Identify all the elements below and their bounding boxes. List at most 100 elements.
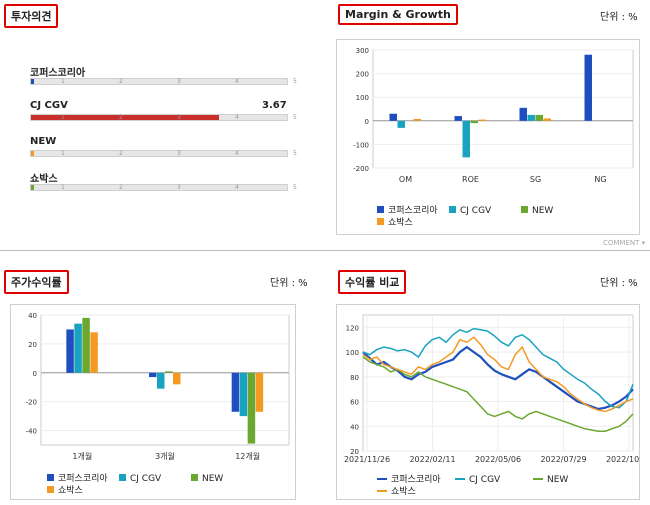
bar <box>255 372 264 412</box>
opinion-fill <box>31 185 34 190</box>
opinion-tick: 4 <box>235 114 239 121</box>
comment-link[interactable]: COMMENT ▾ <box>603 239 646 247</box>
x-tick-label: 2022/02/11 <box>409 455 455 464</box>
x-tick-label: 12개월 <box>235 451 260 461</box>
opinion-tick: 2 <box>119 184 123 191</box>
bar <box>74 323 82 373</box>
legend-swatch <box>191 474 198 481</box>
y-tick-label: -40 <box>26 428 37 436</box>
legend-swatch <box>521 206 528 213</box>
x-tick-label: NG <box>594 175 606 184</box>
series-line <box>362 336 634 413</box>
bar <box>535 114 543 121</box>
y-tick-label: 80 <box>350 374 359 382</box>
bar <box>173 372 181 385</box>
y-tick-label: 100 <box>356 94 369 102</box>
opinion-track: 1 2 3 4 5 <box>30 150 297 157</box>
x-tick-label: 2022/05/06 <box>475 455 521 464</box>
returns-chart-panel: 20 40 60 80 100 120 2021/11/26 2022/02/11 2022/0… <box>336 304 650 500</box>
opinion-fill <box>31 79 34 84</box>
legend-label: CJ CGV <box>469 475 501 485</box>
price-unit: 단위 : % <box>270 278 308 289</box>
legend-swatch <box>47 474 54 481</box>
opinion-name: 쇼박스 <box>30 174 58 185</box>
opinion-tick: 4 <box>235 150 239 157</box>
margin-chart: -200 -100 0 100 200 300 OM ROE SG NG 코퍼스코리아 CJ CGV N… <box>353 47 634 228</box>
opinion-tick: 3 <box>177 114 181 121</box>
opinion-fill <box>31 115 219 120</box>
legend-swatch <box>377 206 384 213</box>
opinion-track: 1 2 3 4 5 <box>30 78 297 85</box>
y-tick-label: 40 <box>28 312 37 320</box>
opinion-fill <box>31 151 34 156</box>
bar <box>157 372 165 389</box>
y-tick-label: 300 <box>356 47 369 55</box>
section-divider <box>0 250 650 251</box>
opinion-tick: 5 <box>293 150 297 157</box>
opinion-tick: 2 <box>119 78 123 85</box>
bar <box>519 107 527 121</box>
y-tick-label: 200 <box>356 71 369 79</box>
opinion-value: 3.67 <box>262 100 287 111</box>
opinion-name: 코퍼스코리아 <box>30 68 86 79</box>
opinion-tick: 5 <box>293 114 297 121</box>
opinion-name: NEW <box>30 136 57 147</box>
series-line <box>362 356 634 432</box>
y-tick-label: 120 <box>346 324 359 332</box>
y-tick-label: 0 <box>365 118 369 126</box>
margin-unit: 단위 : % <box>600 12 638 23</box>
y-tick-label: -20 <box>26 399 37 407</box>
legend-swatch <box>377 218 384 225</box>
bar <box>82 317 90 373</box>
returns-unit: 단위 : % <box>600 278 638 289</box>
series-line <box>362 327 634 409</box>
opinion-tick: 1 <box>61 78 65 85</box>
legend-label: 코퍼스코리아 <box>58 473 108 484</box>
y-tick-label: -200 <box>353 165 369 173</box>
opinion-tick: 5 <box>293 184 297 191</box>
legend-label: 쇼박스 <box>58 485 83 496</box>
x-tick-label: 2022/07/29 <box>540 455 586 464</box>
y-tick-label: 20 <box>28 341 37 349</box>
x-tick-label: ROE <box>462 175 479 184</box>
opinion-tick: 4 <box>235 78 239 85</box>
y-tick-label: -100 <box>353 141 369 149</box>
price-chart-panel: -40 -20 0 20 40 1개월 3개월 12개월 코퍼스코리아 CJ CGV NEW 쇼박스 <box>10 304 296 500</box>
returns-title: 수익률 비교 <box>338 270 407 294</box>
bar <box>66 329 74 373</box>
margin-chart-panel: -200 -100 0 100 200 300 OM ROE SG NG 코퍼스코리아 CJ CGV N… <box>336 39 640 235</box>
x-tick-label: SG <box>530 175 541 184</box>
bar <box>543 118 551 121</box>
bar <box>231 372 240 412</box>
legend-swatch <box>47 486 54 493</box>
opinion-tick: 1 <box>61 114 65 121</box>
bar <box>462 120 470 158</box>
y-tick-label: 100 <box>346 349 359 357</box>
opinion-name: CJ CGV <box>30 100 68 111</box>
legend-label: CJ CGV <box>130 474 162 484</box>
bar <box>165 371 173 373</box>
y-tick-label: 60 <box>350 399 359 407</box>
bar <box>239 372 248 417</box>
bar <box>527 114 535 121</box>
opinion-tick: 3 <box>177 78 181 85</box>
legend-swatch <box>449 206 456 213</box>
opinion-tick: 1 <box>61 184 65 191</box>
margin-title: Margin & Growth <box>338 4 458 25</box>
opinion-title: 투자의견 <box>4 4 59 28</box>
plot-frame <box>372 49 634 169</box>
legend-label: 쇼박스 <box>391 486 416 497</box>
bar <box>454 116 462 121</box>
opinion-track: 1 2 3 4 5 <box>30 114 297 121</box>
legend-label: 코퍼스코리아 <box>391 474 441 485</box>
bar <box>247 372 256 444</box>
opinion-tick: 3 <box>177 150 181 157</box>
bar <box>478 119 486 121</box>
bar <box>149 372 157 378</box>
bar <box>470 120 478 124</box>
returns-chart: 20 40 60 80 100 120 2021/11/26 2022/02/11 2022/0… <box>344 314 650 497</box>
bar <box>413 118 421 121</box>
opinion-tick: 3 <box>177 184 181 191</box>
legend-label: NEW <box>547 475 568 485</box>
y-tick-label: 20 <box>350 448 359 456</box>
